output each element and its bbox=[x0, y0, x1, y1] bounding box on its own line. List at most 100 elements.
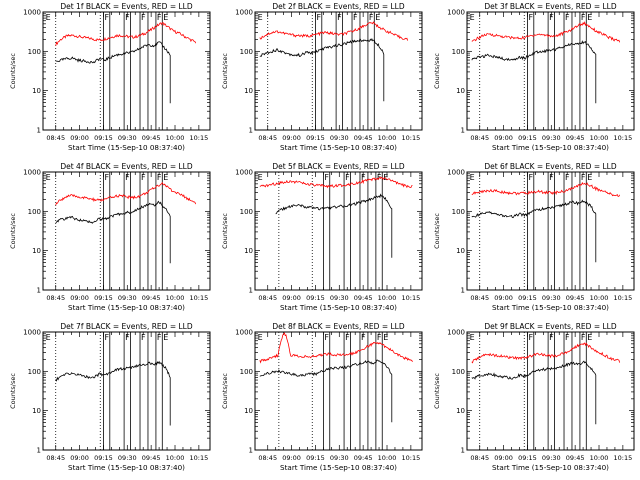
events-series-line bbox=[275, 193, 393, 258]
event-marker-label: E bbox=[375, 13, 380, 22]
event-marker-label: E bbox=[46, 13, 51, 22]
y-tick-label: 1000 bbox=[447, 9, 465, 17]
x-tick-label: 09:30 bbox=[118, 134, 137, 142]
chart-title: Det 6f BLACK = Events, RED = LLD bbox=[484, 162, 617, 171]
x-axis-ticks bbox=[267, 172, 412, 290]
x-tick-label: 09:00 bbox=[70, 134, 89, 142]
plot-frame bbox=[42, 331, 211, 451]
x-tick-label: 09:30 bbox=[118, 294, 137, 302]
chart-panel-5: Det 5f BLACK = Events, RED = LLD 1 10 100 10… bbox=[221, 162, 423, 312]
x-axis-label: Start Time (15-Sep-10 08:37:40) bbox=[280, 143, 397, 152]
y-axis-label: Counts/sec bbox=[9, 53, 17, 89]
event-marker-label: F bbox=[324, 173, 329, 182]
y-tick-label: 10 bbox=[244, 87, 253, 95]
event-marker-label: F bbox=[528, 13, 533, 22]
y-axis-ticks bbox=[43, 13, 210, 131]
chart-panel-7: Det 7f BLACK = Events, RED = LLD 1 10 100 10… bbox=[9, 322, 211, 472]
y-axis-label: Counts/sec bbox=[221, 53, 229, 89]
y-tick-label: 10 bbox=[32, 407, 41, 415]
x-tick-label: 09:30 bbox=[330, 134, 349, 142]
x-tick-label: 09:30 bbox=[330, 294, 349, 302]
x-tick-label: 09:15 bbox=[518, 454, 537, 462]
event-marker-label: F bbox=[157, 333, 162, 342]
event-marker-label: F bbox=[104, 173, 109, 182]
event-marker-label: E bbox=[470, 173, 475, 182]
event-marker-label: F bbox=[125, 13, 130, 22]
x-tick-label: 09:00 bbox=[494, 454, 513, 462]
event-marker-label: F bbox=[369, 13, 374, 22]
event-marker-label: F bbox=[549, 13, 554, 22]
event-marker-label: E bbox=[46, 333, 51, 342]
x-tick-label: 08:45 bbox=[258, 294, 277, 302]
event-marker-label: E bbox=[587, 333, 592, 342]
y-axis-ticks bbox=[43, 333, 210, 451]
x-tick-label: 10:00 bbox=[166, 134, 185, 142]
x-axis-label: Start Time (15-Sep-10 08:37:40) bbox=[280, 463, 397, 472]
plot-frame bbox=[254, 331, 423, 451]
x-tick-label: 10:00 bbox=[166, 294, 185, 302]
events-series-line bbox=[259, 37, 385, 102]
chart-title: Det 7f BLACK = Events, RED = LLD bbox=[60, 322, 193, 331]
event-marker-label: F bbox=[581, 13, 586, 22]
x-tick-label: 10:00 bbox=[590, 134, 609, 142]
x-axis-ticks bbox=[479, 12, 624, 130]
event-marker-label: F bbox=[104, 333, 109, 342]
event-marker-label: F bbox=[361, 333, 366, 342]
lld-series-line bbox=[471, 342, 621, 364]
event-marker-label: F bbox=[324, 333, 329, 342]
y-axis-ticks bbox=[43, 173, 210, 291]
x-axis-label: Start Time (15-Sep-10 08:37:40) bbox=[492, 303, 609, 312]
chart-panel-9: Det 9f BLACK = Events, RED = LLD 1 10 100 10… bbox=[433, 322, 635, 472]
x-tick-label: 09:45 bbox=[566, 294, 585, 302]
lld-series-line bbox=[259, 21, 409, 41]
x-tick-label: 10:00 bbox=[590, 454, 609, 462]
y-tick-label: 100 bbox=[240, 368, 253, 376]
event-marker-label: E bbox=[163, 333, 168, 342]
y-tick-label: 100 bbox=[28, 48, 41, 56]
chart-panel-4: Det 4f BLACK = Events, RED = LLD 1 10 100 10… bbox=[9, 162, 211, 312]
x-tick-label: 08:45 bbox=[46, 454, 65, 462]
x-tick-label: 09:30 bbox=[542, 294, 561, 302]
event-marker-label: F bbox=[141, 333, 146, 342]
y-tick-label: 1000 bbox=[235, 169, 253, 177]
events-series-line bbox=[471, 199, 597, 263]
y-tick-label: 100 bbox=[28, 368, 41, 376]
x-tick-label: 09:00 bbox=[282, 454, 301, 462]
y-tick-label: 10 bbox=[244, 407, 253, 415]
x-axis-label: Start Time (15-Sep-10 08:37:40) bbox=[492, 463, 609, 472]
x-tick-label: 08:45 bbox=[46, 294, 65, 302]
chart-title: Det 2f BLACK = Events, RED = LLD bbox=[272, 2, 405, 11]
y-tick-label: 1 bbox=[37, 447, 41, 455]
chart-title: Det 3f BLACK = Events, RED = LLD bbox=[484, 2, 617, 11]
event-marker-label: F bbox=[353, 13, 358, 22]
x-tick-label: 09:45 bbox=[142, 454, 161, 462]
event-marker-label: F bbox=[125, 333, 130, 342]
x-tick-label: 10:15 bbox=[401, 454, 420, 462]
y-tick-label: 10 bbox=[32, 87, 41, 95]
x-tick-label: 09:45 bbox=[142, 294, 161, 302]
lld-series-line bbox=[471, 21, 621, 43]
y-axis-ticks bbox=[255, 333, 422, 451]
events-series-line bbox=[55, 360, 171, 426]
y-tick-label: 100 bbox=[28, 208, 41, 216]
events-series-line bbox=[55, 200, 171, 264]
y-tick-label: 1 bbox=[249, 447, 253, 455]
y-axis-ticks bbox=[467, 173, 634, 291]
event-marker-label: F bbox=[565, 13, 570, 22]
event-marker-label: F bbox=[345, 333, 350, 342]
y-tick-label: 1 bbox=[461, 287, 465, 295]
x-tick-label: 09:15 bbox=[306, 134, 325, 142]
y-tick-label: 1000 bbox=[23, 329, 41, 337]
y-tick-label: 100 bbox=[240, 208, 253, 216]
x-tick-label: 09:00 bbox=[494, 134, 513, 142]
x-tick-label: 09:45 bbox=[566, 134, 585, 142]
x-tick-label: 10:15 bbox=[613, 454, 632, 462]
y-axis-label: Counts/sec bbox=[9, 213, 17, 249]
event-marker-label: F bbox=[141, 13, 146, 22]
event-marker-label: F bbox=[316, 13, 321, 22]
event-marker-label: E bbox=[163, 13, 168, 22]
event-marker-label: F bbox=[549, 333, 554, 342]
event-marker-label: F bbox=[157, 173, 162, 182]
